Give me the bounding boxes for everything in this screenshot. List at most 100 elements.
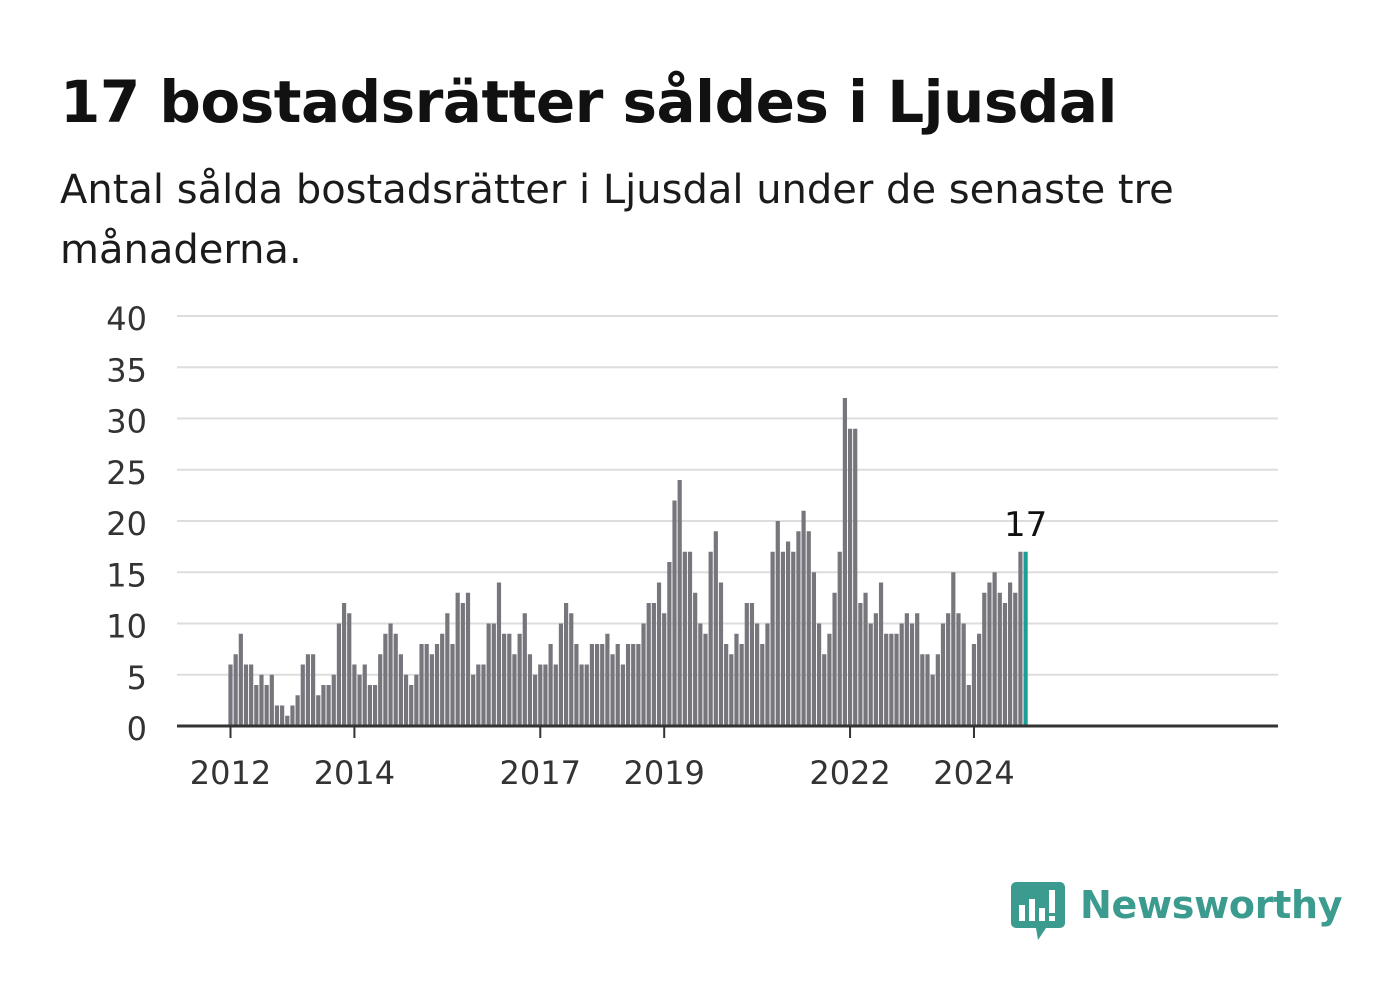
- bar: [760, 644, 765, 726]
- bar: [693, 592, 698, 726]
- bar: [558, 623, 564, 726]
- bar: [729, 654, 734, 726]
- bar: [858, 603, 863, 726]
- bar: [249, 664, 254, 726]
- bar: [615, 644, 620, 726]
- bar: [419, 644, 424, 726]
- bar: [243, 664, 249, 726]
- bar: [796, 531, 801, 726]
- bar: [1013, 592, 1018, 726]
- bar: [429, 654, 434, 726]
- bar: [806, 531, 811, 726]
- bar: [434, 644, 440, 726]
- bar: [946, 613, 951, 726]
- bar: [1002, 603, 1008, 726]
- bar: [672, 500, 677, 726]
- bar: [455, 592, 460, 726]
- bar: [409, 685, 414, 726]
- bar: [563, 603, 569, 726]
- bar: [770, 551, 775, 726]
- bar: [734, 633, 739, 726]
- x-tick-label: 2024: [933, 754, 1014, 792]
- bar: [636, 644, 641, 726]
- bar: [651, 603, 656, 726]
- bar: [594, 644, 600, 726]
- chart-title: 17 bostadsrätter såldes i Ljusdal: [60, 68, 1117, 136]
- bar: [718, 582, 724, 726]
- bar: [481, 664, 486, 726]
- bar: [440, 633, 445, 726]
- bar: [682, 551, 687, 726]
- bar: [579, 664, 584, 726]
- bar: [656, 582, 662, 726]
- bar: [305, 654, 311, 726]
- bar: [620, 664, 625, 726]
- y-tick-label: 10: [106, 608, 147, 646]
- bar: [749, 603, 755, 726]
- bar: [331, 674, 336, 726]
- bar: [811, 572, 817, 726]
- bar: [300, 664, 305, 726]
- highlight-value-label: 17: [1004, 505, 1047, 545]
- bar: [837, 551, 842, 726]
- bar: [527, 654, 533, 726]
- bar: [667, 562, 672, 726]
- bar-chart: 0 5 10 15 20 25 30 35 40 17 2012 2014 2017 2019 2022 20…: [106, 300, 1278, 792]
- bar: [507, 633, 512, 726]
- bar: [878, 582, 884, 726]
- bar: [755, 623, 760, 726]
- bar: [646, 603, 651, 726]
- bar: [687, 551, 693, 726]
- x-tick-label: 2014: [314, 754, 395, 792]
- bar: [522, 613, 527, 726]
- bar: [538, 664, 543, 726]
- y-tick-label: 15: [106, 556, 147, 594]
- bar: [264, 685, 269, 726]
- bar: [961, 623, 966, 726]
- bar: [347, 613, 352, 726]
- bar: [956, 613, 961, 726]
- bar: [517, 633, 522, 726]
- bar: [801, 510, 806, 726]
- bar: [724, 644, 729, 726]
- bar: [610, 654, 615, 726]
- bar: [780, 551, 786, 726]
- bar: [791, 551, 796, 726]
- bar: [362, 664, 367, 726]
- bar: [775, 521, 780, 726]
- bar: [744, 603, 749, 726]
- bar: [269, 674, 274, 726]
- highlight-bar: [1023, 551, 1028, 726]
- bar: [832, 592, 837, 726]
- bar: [899, 623, 904, 726]
- bar: [398, 654, 403, 726]
- bar: [326, 685, 331, 726]
- bar: [238, 633, 243, 726]
- bar: [476, 664, 481, 726]
- bar: [233, 654, 238, 726]
- bar: [868, 623, 873, 726]
- bar: [367, 685, 373, 726]
- bar: [997, 592, 1002, 726]
- bar: [827, 633, 832, 726]
- bar: [311, 654, 316, 726]
- bar: [388, 623, 393, 726]
- bar: [940, 623, 946, 726]
- bar: [600, 644, 605, 726]
- bar: [274, 705, 280, 726]
- bar: [352, 664, 357, 726]
- bar: [414, 674, 419, 726]
- y-tick-label: 5: [127, 659, 147, 697]
- bar: [971, 644, 977, 726]
- bar: [853, 428, 858, 726]
- bar: [822, 654, 827, 726]
- bar: [982, 592, 987, 726]
- bar: [816, 623, 822, 726]
- bar: [904, 613, 909, 726]
- bar: [925, 654, 930, 726]
- bar: [372, 685, 378, 726]
- newsworthy-logo[interactable]: Newsworthy: [1010, 878, 1343, 944]
- y-tick-label: 40: [106, 300, 147, 338]
- y-tick-label: 0: [127, 710, 147, 748]
- y-tick-label: 35: [106, 351, 147, 389]
